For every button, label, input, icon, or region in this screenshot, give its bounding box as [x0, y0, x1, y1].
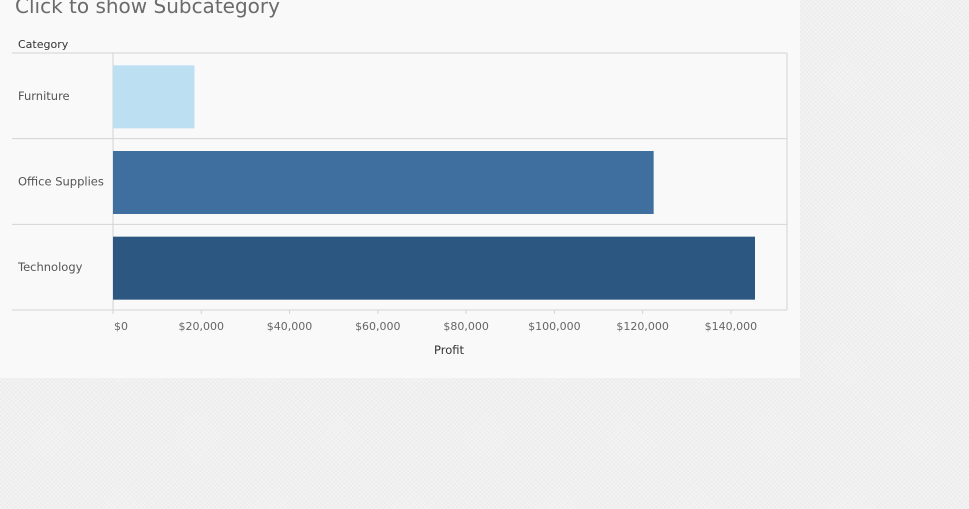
- bar[interactable]: [113, 65, 195, 129]
- category-rows: Furniture Office Supplies Technology: [12, 89, 787, 274]
- category-label: Office Supplies: [18, 175, 104, 189]
- x-tick-label: $60,000: [355, 320, 401, 333]
- profit-bar-chart: Category Furniture Office Supplies Technol…: [12, 38, 788, 357]
- x-tick-label: $80,000: [443, 320, 489, 333]
- bars: [113, 65, 755, 300]
- bar[interactable]: [113, 151, 654, 214]
- category-column-header: Category: [18, 38, 69, 51]
- x-tick-label: $40,000: [267, 320, 313, 333]
- category-label: Furniture: [18, 89, 70, 103]
- page-title[interactable]: Click to show Subcategory: [15, 0, 280, 18]
- x-tick-label: $20,000: [179, 320, 225, 333]
- x-tick-label: $140,000: [705, 320, 758, 333]
- bar[interactable]: [113, 236, 755, 300]
- category-label: Technology: [17, 260, 83, 274]
- x-tick-label: $120,000: [616, 320, 669, 333]
- dashboard: Click to show Subcategory Category Furni…: [12, 0, 788, 357]
- x-axis-ticks: $0 $20,000 $40,000 $60,000 $80,000 $100,000 $1…: [112, 310, 758, 333]
- x-tick-label: $100,000: [528, 320, 581, 333]
- x-axis-title: Profit: [434, 343, 464, 357]
- x-tick-label: $0: [114, 320, 128, 333]
